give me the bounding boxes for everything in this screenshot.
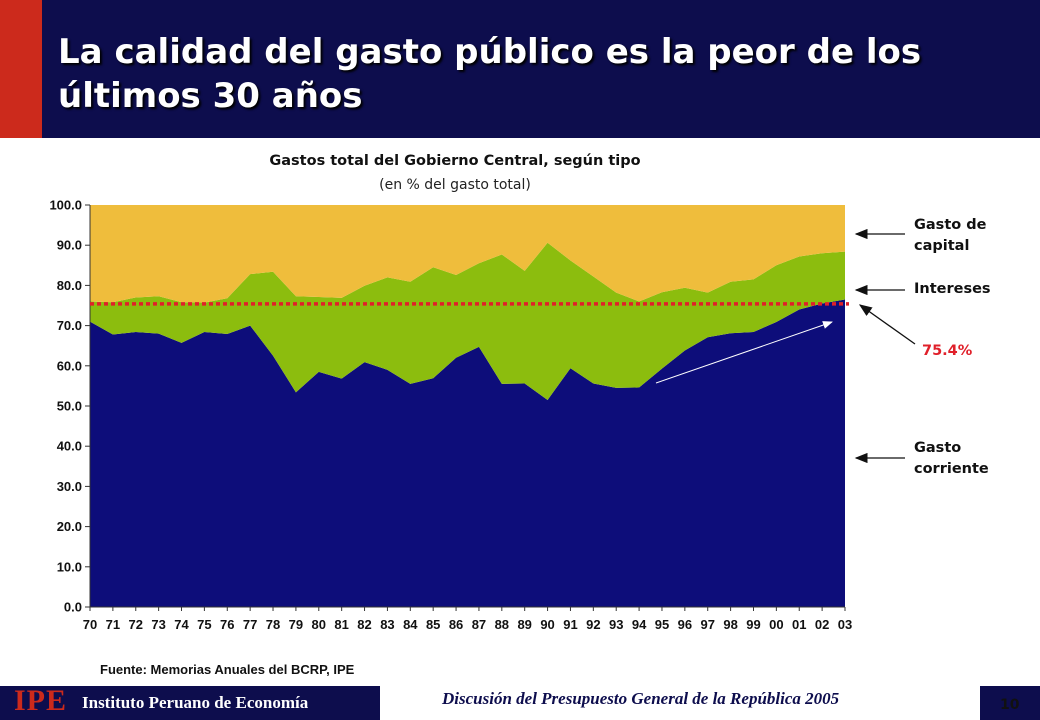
series-area-gasto-de-capital: [90, 205, 845, 303]
x-tick-label: 90: [540, 617, 554, 632]
x-tick-label: 02: [815, 617, 829, 632]
x-tick-label: 84: [403, 617, 418, 632]
x-tick-label: 98: [723, 617, 737, 632]
x-tick-label: 70: [83, 617, 97, 632]
y-tick-label: 30.0: [57, 479, 82, 494]
x-tick-label: 01: [792, 617, 806, 632]
chart-subtitle: (en % del gasto total): [379, 177, 531, 193]
stacked-area-chart: 0.0 10.0 20.0 30.0 40.0 50.0 60.0 70.0 80.0 90.0 1…: [49, 198, 916, 632]
x-tick-label: 03: [838, 617, 852, 632]
x-tick-label: 79: [289, 617, 303, 632]
x-tick-label: 92: [586, 617, 600, 632]
slide-footer: IPE Instituto Peruano de Economía Discus…: [0, 684, 1040, 720]
slide-title-line2: últimos 30 años: [58, 76, 363, 116]
y-tick-label: 60.0: [57, 358, 82, 373]
annotation-gasto-capital: Gasto de capital: [914, 215, 986, 257]
y-tick-label: 70.0: [57, 318, 82, 333]
x-tick-label: 74: [174, 617, 189, 632]
x-tick-label: 73: [151, 617, 165, 632]
y-tick-label: 80.0: [57, 278, 82, 293]
x-tick-label: 87: [472, 617, 486, 632]
y-tick-label: 50.0: [57, 399, 82, 414]
x-tick-label: 82: [357, 617, 371, 632]
y-tick-label: 0.0: [64, 600, 82, 615]
x-tick-label: 97: [700, 617, 714, 632]
annotation-gasto-capital-line1: Gasto de: [914, 217, 987, 233]
x-tick-label: 83: [380, 617, 394, 632]
x-tick-label: 77: [243, 617, 257, 632]
x-tick-label: 72: [129, 617, 143, 632]
x-tick-label: 85: [426, 617, 440, 632]
chart-title: Gastos total del Gobierno Central, según…: [269, 153, 641, 169]
x-tick-label: 91: [563, 617, 577, 632]
footer-banner: Discusión del Presupuesto General de la …: [380, 686, 980, 720]
annotation-gasto-capital-line2: capital: [914, 238, 970, 254]
x-tick-label: 99: [746, 617, 760, 632]
arrow-reference: [858, 304, 916, 345]
x-tick-label: 95: [655, 617, 669, 632]
header-accent-bar: [0, 0, 42, 138]
footer-org-name: Instituto Peruano de Economía: [82, 693, 309, 712]
trend-arrow: [655, 321, 833, 384]
series-area-gasto-corriente: [90, 299, 845, 607]
footer-brand: IPE Instituto Peruano de Economía: [0, 684, 380, 720]
y-tick-label: 20.0: [57, 519, 82, 534]
x-tick-label: 71: [106, 617, 120, 632]
x-tick-label: 96: [678, 617, 692, 632]
source-note: Fuente: Memorias Anuales del BCRP, IPE: [100, 662, 355, 677]
x-tick-label: 93: [609, 617, 623, 632]
annotation-gasto-corriente-line1: Gasto: [914, 440, 962, 456]
x-tick-label: 00: [769, 617, 783, 632]
x-tick-label: 76: [220, 617, 234, 632]
x-tick-label: 81: [334, 617, 348, 632]
annotation-gasto-corriente-line2: corriente: [914, 461, 989, 477]
slide-title-line1: La calidad del gasto público es la peor …: [58, 32, 922, 72]
annotation-gasto-corriente: Gasto corriente: [914, 438, 989, 480]
x-tick-label: 86: [449, 617, 463, 632]
slide-title: La calidad del gasto público es la peor …: [58, 30, 1018, 118]
page-number: 10: [1000, 697, 1020, 713]
y-tick-label: 10.0: [57, 559, 82, 574]
y-tick-label: 40.0: [57, 439, 82, 454]
footer-text: Discusión del Presupuesto General de la …: [442, 689, 840, 708]
slide-header: La calidad del gasto público es la peor …: [0, 0, 1040, 138]
y-tick-label: 90.0: [57, 238, 82, 253]
x-tick-label: 94: [632, 617, 647, 632]
x-tick-label: 80: [312, 617, 326, 632]
y-tick-label: 100.0: [49, 198, 82, 213]
x-tick-label: 78: [266, 617, 280, 632]
annotation-reference-value: 75.4%: [922, 343, 973, 359]
ipe-logo: IPE: [14, 684, 68, 717]
series-area-intereses: [90, 242, 845, 400]
x-tick-label: 88: [495, 617, 509, 632]
annotation-intereses: Intereses: [914, 281, 991, 297]
x-tick-label: 89: [517, 617, 531, 632]
x-tick-label: 75: [197, 617, 211, 632]
